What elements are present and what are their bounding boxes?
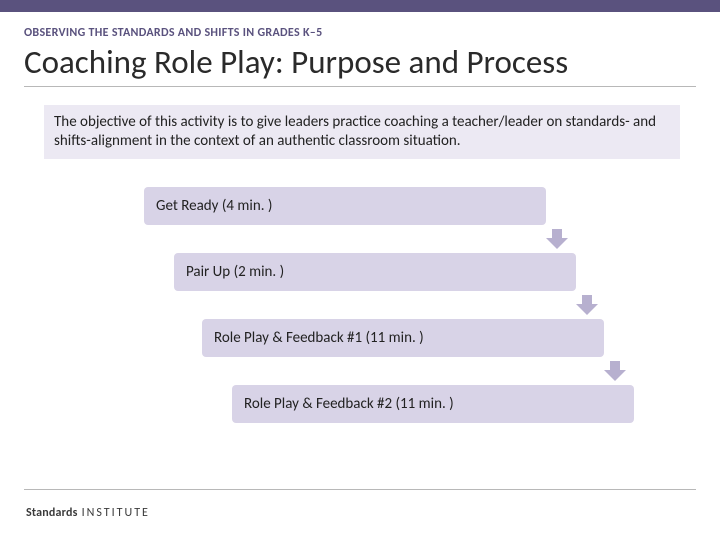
step-3: Role Play & Feedback #1 (11 min. ) — [202, 319, 604, 357]
page-title: Coaching Role Play: Purpose and Process — [24, 42, 696, 87]
header: OBSERVING THE STANDARDS AND SHIFTS IN GR… — [0, 12, 720, 91]
step-2: Pair Up (2 min. ) — [174, 253, 576, 291]
arrow-down-icon — [546, 229, 568, 249]
footer-rule — [24, 489, 696, 490]
overline: OBSERVING THE STANDARDS AND SHIFTS IN GR… — [24, 26, 696, 40]
objective-box: The objective of this activity is to giv… — [44, 105, 680, 159]
logo-bold: Standards — [26, 506, 78, 520]
logo-light: INSTITUTE — [82, 506, 150, 520]
top-bar — [0, 0, 720, 12]
arrow-down-icon — [604, 361, 626, 381]
footer-logo: Standards INSTITUTE — [26, 506, 150, 520]
arrow-down-icon — [576, 295, 598, 315]
step-4: Role Play & Feedback #2 (11 min. ) — [232, 385, 634, 423]
step-1: Get Ready (4 min. ) — [144, 187, 546, 225]
